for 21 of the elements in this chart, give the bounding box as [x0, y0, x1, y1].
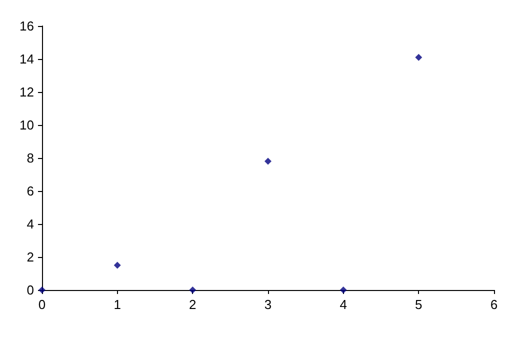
point — [340, 286, 347, 294]
y-tick-label: 12 — [20, 84, 34, 100]
y-tick-label: 16 — [20, 18, 34, 34]
x-tick-label: 2 — [189, 297, 196, 312]
x-tick-label: 5 — [415, 297, 422, 312]
point — [114, 262, 121, 269]
y-tick-label: 6 — [26, 184, 34, 198]
point — [264, 158, 272, 165]
y-tick-label: 0 — [26, 282, 34, 298]
y-tick-label: 10 — [20, 118, 34, 132]
point — [415, 54, 422, 61]
x-tick-label: 0 — [38, 297, 46, 312]
x-tick-label: 1 — [114, 297, 121, 312]
x-tick-label: 4 — [340, 297, 347, 312]
y-tick-label: 8 — [26, 150, 34, 166]
point — [189, 286, 196, 294]
x-tick-label: 6 — [490, 297, 498, 312]
y-tick-label: 2 — [26, 250, 34, 264]
x-tick-label: 3 — [264, 297, 272, 312]
y-tick-label: 14 — [20, 52, 34, 66]
y-tick-label: 4 — [26, 216, 34, 232]
